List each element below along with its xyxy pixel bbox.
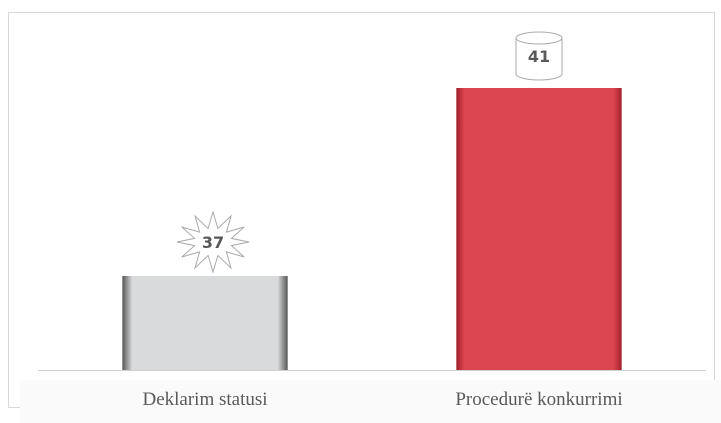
footer-shade (20, 380, 721, 423)
bar (122, 276, 288, 370)
label-cylinder (515, 38, 563, 81)
x-tick-label: Deklarim statusi (142, 389, 267, 410)
label-cylinder-top (515, 31, 563, 45)
data-label: 37 (202, 233, 224, 252)
label-starburst (176, 210, 250, 274)
data-label: 41 (528, 47, 550, 66)
x-tick-label: Procedurë konkurrimi (455, 389, 622, 410)
bar (456, 88, 622, 370)
